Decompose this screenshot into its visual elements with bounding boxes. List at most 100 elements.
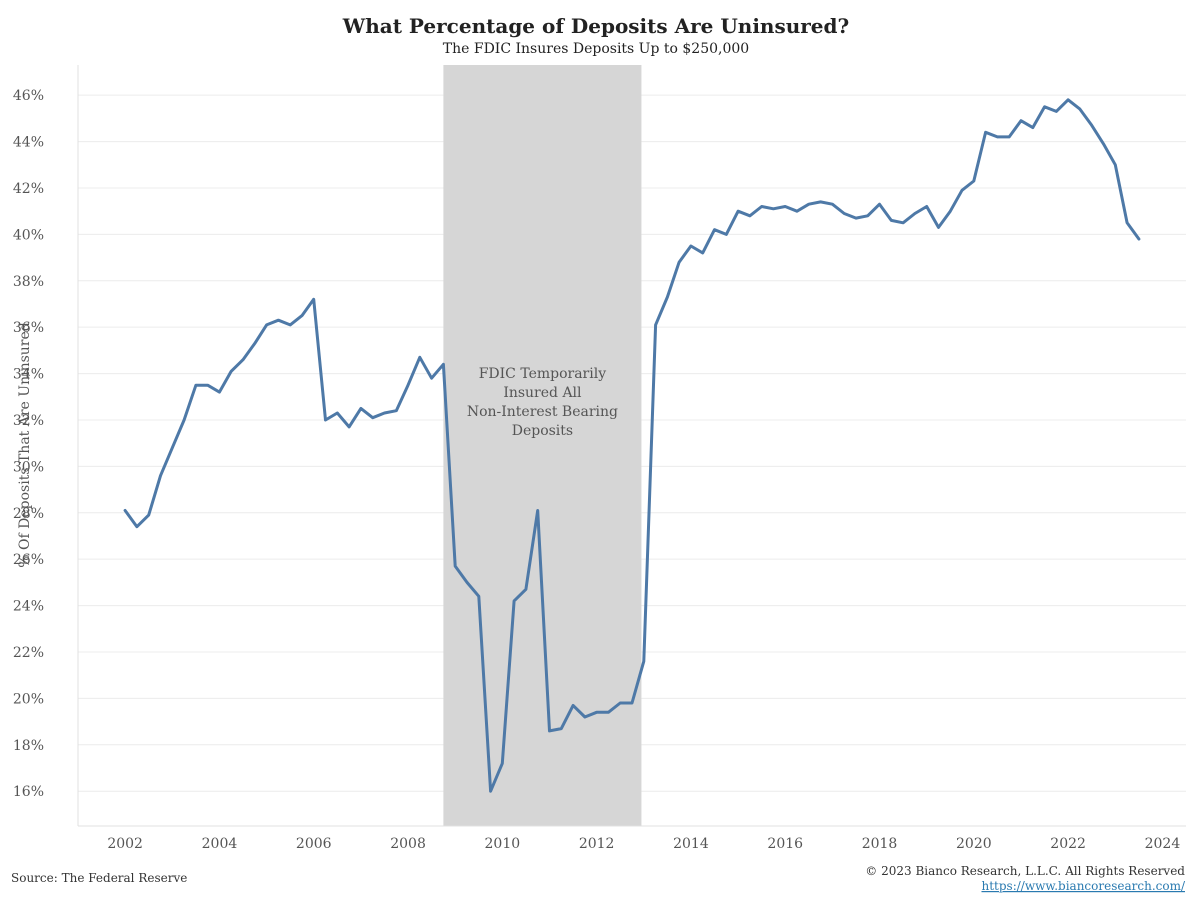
data-point [619,701,622,705]
data-point [642,660,645,663]
data-point [984,131,987,134]
data-point [583,715,587,719]
data-point [736,210,740,213]
data-point [996,135,999,139]
y-tick-label: 40% [13,227,44,243]
data-point [159,474,162,477]
data-point [253,342,256,345]
shaded-annotation: FDIC Temporarily Insured All Non-Interest … [467,366,618,439]
y-tick-label: 44% [13,135,44,151]
y-tick-label: 20% [13,691,44,707]
data-point [949,210,952,213]
data-point [689,244,693,248]
data-point [725,233,728,236]
data-point [748,214,752,217]
data-point [194,384,198,387]
data-point [1066,98,1070,102]
x-tick-label: 2006 [296,836,332,852]
x-tick-label: 2016 [767,836,803,852]
data-point [300,314,304,317]
data-point [807,203,810,206]
data-point [383,411,386,415]
y-tick-label: 30% [13,459,44,475]
data-point [359,407,363,410]
x-tick-labels: 2002 2004 2006 2008 2010 2012 2014 2016 2018 2020… [107,836,1180,852]
data-point [654,323,657,327]
y-tick-label: 16% [13,784,44,800]
data-point [123,509,127,512]
data-point [1078,107,1082,111]
data-point [395,409,398,412]
y-tick-label: 38% [13,274,44,290]
chart-title: What Percentage of Deposits Are Uninsure… [342,14,849,38]
y-tick-label: 26% [13,552,44,568]
y-tick-label: 18% [13,738,44,754]
data-point [560,727,563,730]
copyright-note: © 2023 Bianco Research, L.L.C. All Right… [865,864,1185,878]
x-tick-label: 2022 [1050,836,1086,852]
data-point [1055,110,1058,113]
data-point [1043,105,1046,109]
data-point [1137,237,1141,241]
data-point [831,203,834,206]
data-point [182,418,186,422]
data-point [489,790,492,793]
y-tick-label: 42% [13,181,44,197]
data-point [312,298,315,301]
data-point [819,200,822,204]
data-point [937,226,940,229]
annotation-line-4: Deposits [512,423,573,439]
data-point [241,358,245,361]
data-point [406,384,410,387]
data-point [430,377,433,380]
data-point [206,384,209,387]
data-point [135,525,139,528]
data-point [1125,221,1129,224]
data-point [1090,124,1093,127]
data-point [595,711,598,714]
website-link[interactable]: https://www.biancoresearch.com/ [981,879,1185,893]
data-point [512,599,516,603]
data-point [1031,126,1035,129]
data-point [548,729,551,733]
data-point [913,212,917,215]
x-tick-label: 2020 [956,836,992,852]
x-tick-label: 2004 [202,836,238,852]
data-point [677,261,681,264]
data-point [901,221,905,224]
y-tick-labels: 16% 18% 20% 22% 24% 26% 28% 30% 32% 34% 36% 38% 40% 4… [13,88,44,800]
y-tick-label: 34% [13,367,44,383]
y-tick-label: 46% [13,88,44,104]
data-point [666,295,669,299]
data-point [760,205,763,208]
fdic-guarantee-shade [443,65,642,826]
data-point [1019,119,1023,122]
data-point [218,390,221,394]
data-point [442,363,445,366]
x-tick-label: 2010 [485,836,521,852]
data-point [571,704,575,707]
data-point [878,203,881,206]
series-layer [123,98,1141,793]
source-note: Source: The Federal Reserve [11,871,187,885]
data-point [1102,142,1105,146]
shaded-region [443,65,642,826]
data-point [890,219,893,222]
data-point [371,416,374,419]
data-point [866,214,869,217]
x-tick-label: 2014 [673,836,709,852]
data-point [465,581,469,584]
data-point [347,425,351,429]
y-tick-label: 28% [13,506,44,522]
x-tick-label: 2018 [862,836,898,852]
y-tick-label: 24% [13,599,44,615]
y-tick-label: 22% [13,645,44,661]
data-point [784,205,787,208]
annotation-line-2: Insured All [503,385,582,401]
data-point [607,711,610,714]
annotation-line-3: Non-Interest Bearing [467,404,618,420]
data-point [1114,163,1117,166]
data-point [501,762,504,765]
data-point [795,210,799,213]
